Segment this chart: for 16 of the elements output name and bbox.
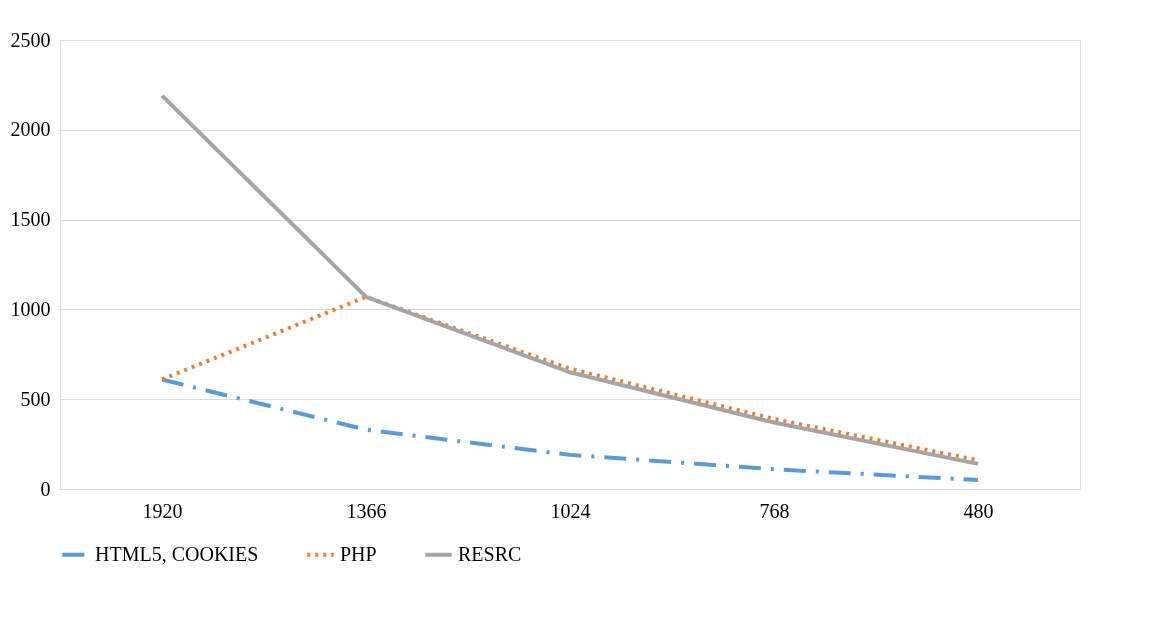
legend-label: PHP [340, 542, 377, 565]
y-tick-label: 500 [20, 387, 51, 410]
line-series [160, 93, 980, 466]
y-tick-label: 2000 [10, 118, 51, 141]
line-series [160, 377, 980, 483]
y-tick-label: 2500 [10, 28, 51, 51]
x-tick-label: 1024 [550, 499, 591, 522]
y-tick-label: 1000 [10, 297, 51, 320]
y-tick-label: 0 [40, 477, 51, 500]
legend-label: RESRC [458, 542, 522, 565]
x-tick-label: 768 [759, 499, 790, 522]
y-tick-label: 1500 [10, 208, 51, 231]
x-tick-label: 1920 [142, 499, 183, 522]
legend-label: HTML5, COOKIES [95, 542, 259, 565]
x-tick-label: 480 [963, 499, 994, 522]
x-tick-label: 1366 [346, 499, 387, 522]
